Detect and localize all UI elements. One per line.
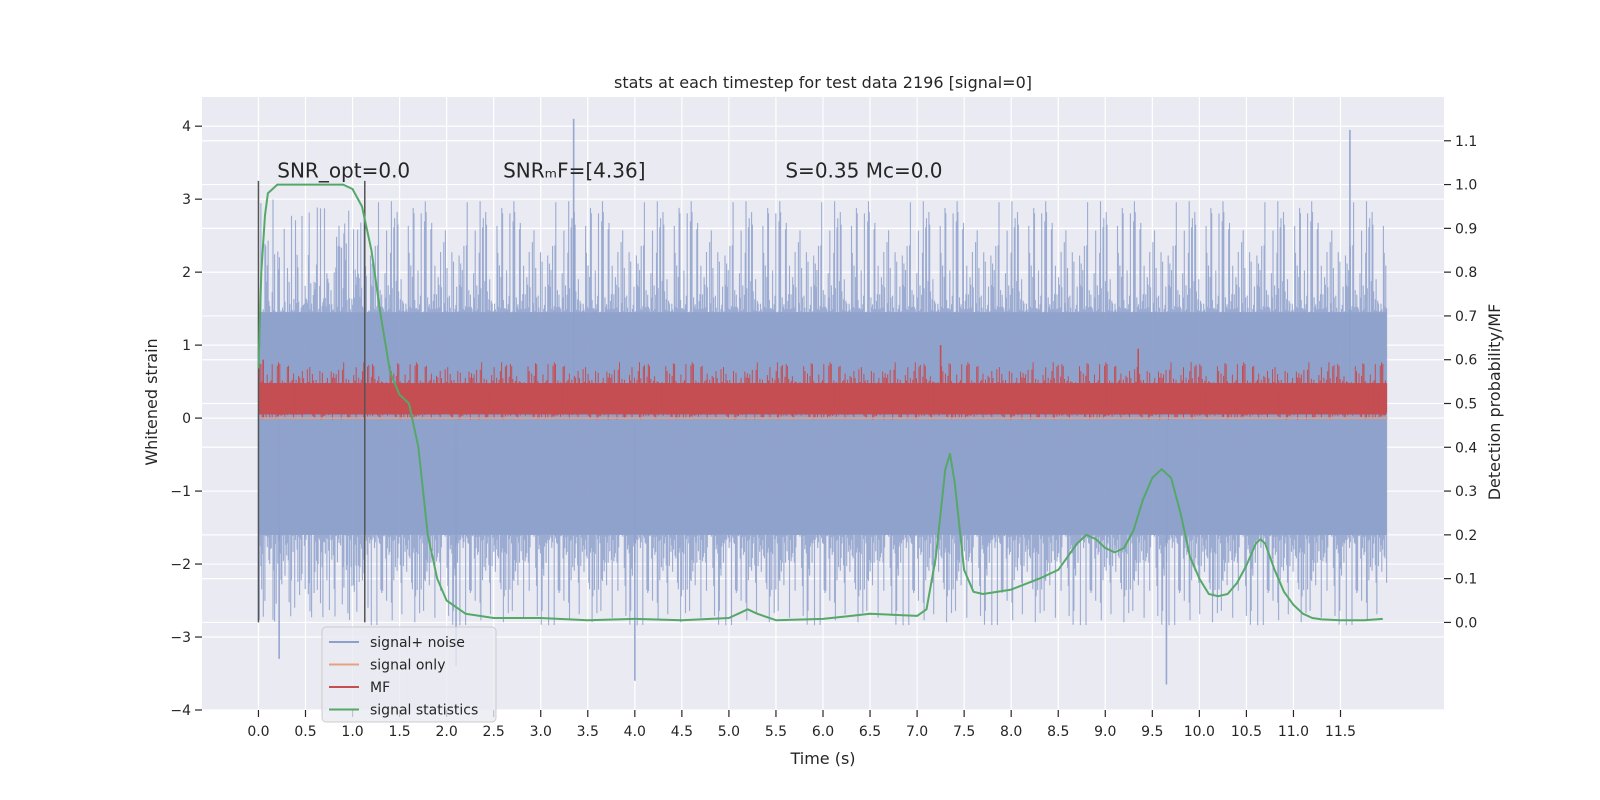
x-tick-label: 9.0	[1094, 724, 1116, 740]
y-tick-label: 0	[182, 411, 191, 427]
y-tick-label: −2	[170, 557, 191, 573]
annotations: SNR_opt=0.0 SNRₘF=[4.36] S=0.35 Mc=0.0	[277, 158, 942, 182]
y-right-tick-label: 0.4	[1455, 440, 1477, 456]
x-axis-label: Time (s)	[789, 749, 855, 768]
x-tick-label: 7.0	[906, 724, 928, 740]
x-tick-label: 1.0	[341, 724, 363, 740]
legend-label: signal+ noise	[370, 635, 465, 651]
x-tick-label: 0.5	[294, 724, 316, 740]
y-right-tick-label: 1.0	[1455, 178, 1477, 194]
y-tick-label: 4	[182, 119, 191, 135]
x-tick-label: 3.5	[577, 724, 599, 740]
legend-label: MF	[370, 680, 390, 696]
signal-statistics-line	[257, 183, 1383, 622]
y-right-tick-label: 0.0	[1455, 615, 1477, 631]
right-axis: 0.0 0.1 0.2 0.3 0.4 0.5 0.6 0.7 0.8 0.9 1.0 1.1	[1444, 134, 1477, 631]
x-tick-label: 7.5	[953, 724, 975, 740]
x-tick-label: 4.0	[624, 724, 646, 740]
x-tick-label: 10.5	[1231, 724, 1262, 740]
y-tick-label: −1	[170, 484, 191, 500]
y-right-tick-label: 0.5	[1455, 397, 1477, 413]
legend-label: signal only	[370, 658, 445, 674]
x-tick-label: 4.5	[671, 724, 693, 740]
x-tick-label: 5.0	[718, 724, 740, 740]
x-tick-label: 0.0	[247, 724, 269, 740]
annotation-text: S=0.35 Mc=0.0	[785, 158, 942, 182]
mf-series	[258, 345, 1388, 420]
annotation-text: SNRₘF=[4.36]	[503, 158, 645, 182]
y-right-tick-label: 0.1	[1455, 572, 1477, 588]
x-tick-label: 11.5	[1325, 724, 1356, 740]
x-tick-label: 8.0	[1000, 724, 1022, 740]
x-tick-label: 6.5	[859, 724, 881, 740]
x-tick-label: 3.0	[530, 724, 552, 740]
x-tick-label: 1.5	[388, 724, 410, 740]
y-right-tick-label: 0.7	[1455, 309, 1477, 325]
x-tick-label: 6.0	[812, 724, 834, 740]
legend-label: signal statistics	[370, 703, 478, 719]
signal-statistics-series	[257, 183, 1383, 622]
x-tick-label: 10.0	[1184, 724, 1215, 740]
y-axis-label: Whitened strain	[142, 338, 161, 465]
y-right-tick-label: 1.1	[1455, 134, 1477, 150]
x-tick-label: 2.5	[483, 724, 505, 740]
left-axis: −4 −3 −2 −1 0 1 2 3 4	[170, 119, 202, 719]
chart-title: stats at each timestep for test data 219…	[614, 73, 1032, 92]
y-tick-label: 3	[182, 192, 191, 208]
x-tick-label: 8.5	[1047, 724, 1069, 740]
y-right-tick-label: 0.6	[1455, 353, 1477, 369]
y-right-tick-label: 0.3	[1455, 484, 1477, 500]
vertical-markers	[257, 180, 366, 623]
y-tick-label: 1	[182, 338, 191, 354]
x-tick-label: 2.0	[436, 724, 458, 740]
y-tick-label: −3	[170, 630, 191, 646]
x-tick-label: 11.0	[1278, 724, 1309, 740]
x-tick-label: 5.5	[765, 724, 787, 740]
legend: signal+ noise signal only MF signal statist…	[321, 626, 497, 723]
annotation-text: SNR_opt=0.0	[277, 158, 410, 182]
y-axis-right-label: Detection probability/MF	[1485, 304, 1504, 501]
signal-noise-series	[257, 118, 1388, 685]
y-right-tick-label: 0.8	[1455, 265, 1477, 281]
y-right-tick-label: 0.9	[1455, 221, 1477, 237]
y-right-tick-label: 0.2	[1455, 528, 1477, 544]
x-tick-label: 9.5	[1141, 724, 1163, 740]
y-tick-label: 2	[182, 265, 191, 281]
bottom-axis: 0.0 0.5 1.0 1.5 2.0 2.5 3.0 3.5 4.0 4.5 5.0 5.5 6.0 6…	[247, 710, 1356, 740]
y-tick-label: −4	[170, 703, 191, 719]
data-layer	[257, 118, 1388, 685]
legend-box	[321, 626, 497, 723]
